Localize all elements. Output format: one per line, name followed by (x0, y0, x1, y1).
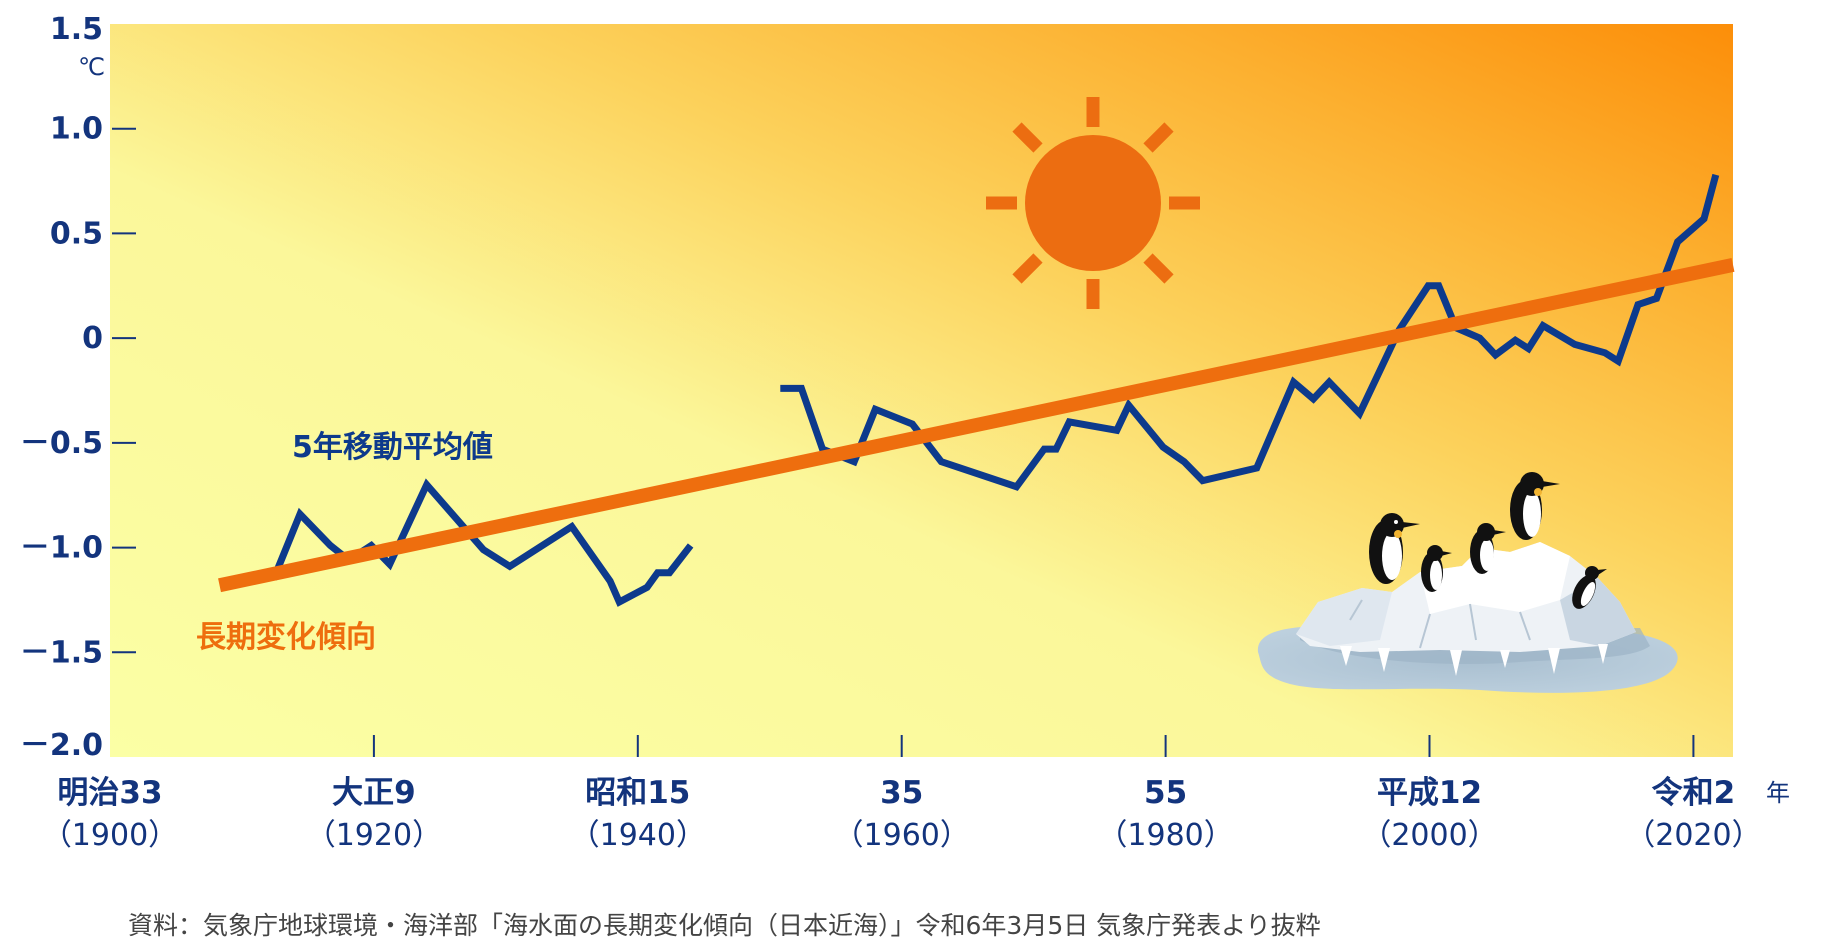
x-tick-year-label: （1940） (570, 818, 706, 853)
x-tick-year-label: （2020） (1625, 818, 1761, 853)
x-tick-year-label: （1920） (306, 818, 442, 853)
x-tick-year-label: （1960） (834, 818, 970, 853)
x-unit-label: 年 (1766, 779, 1790, 807)
sun-icon (986, 97, 1200, 309)
trend-line (218, 257, 1735, 593)
y-tick-label: －0.5 (20, 426, 103, 461)
y-unit-label: ℃ (78, 53, 105, 81)
source-note: 資料：気象庁地球環境・海洋部「海水面の長期変化傾向（日本近海）」令和6年3月5日… (128, 911, 1321, 940)
x-tick-era-label: 平成12 (1377, 775, 1482, 811)
y-tick-label: 1.5 (50, 12, 103, 47)
trend-label: 長期変化傾向 (196, 620, 376, 655)
y-tick-label: 1.0 (50, 112, 103, 147)
y-tick-label: －2.0 (20, 728, 103, 763)
y-tick-label: 0.5 (50, 216, 103, 251)
x-tick-year-label: （1900） (42, 818, 178, 853)
y-tick-label: 0 (82, 321, 103, 356)
series-layer (218, 173, 1735, 607)
y-tick-label: －1.5 (20, 635, 103, 670)
moving-average-line-segment-2 (780, 173, 1720, 491)
x-tick-year-label: （2000） (1361, 818, 1497, 853)
x-tick-era-label: 35 (880, 775, 923, 811)
x-tick-era-label: 令和2 (1652, 775, 1736, 811)
x-tick-era-label: 大正9 (332, 775, 416, 811)
y-axis: 1.5 1.0 0.5 0 －0.5 －1.0 －1.5 －2.0 (20, 12, 136, 763)
penguins-on-ice-icon (1257, 472, 1678, 693)
x-tick-era-label: 昭和15 (585, 775, 690, 811)
x-tick-year-label: （1980） (1097, 818, 1233, 853)
x-axis: 明治33 （1900） 大正9 （1920） 昭和15 （1940） 35 （1960） 55 （… (42, 735, 1762, 853)
x-tick-era-label: 55 (1144, 775, 1187, 811)
moving-average-label: 5年移動平均値 (292, 430, 493, 465)
x-tick-era-label: 明治33 (57, 775, 162, 811)
y-tick-label: －1.0 (20, 531, 103, 566)
